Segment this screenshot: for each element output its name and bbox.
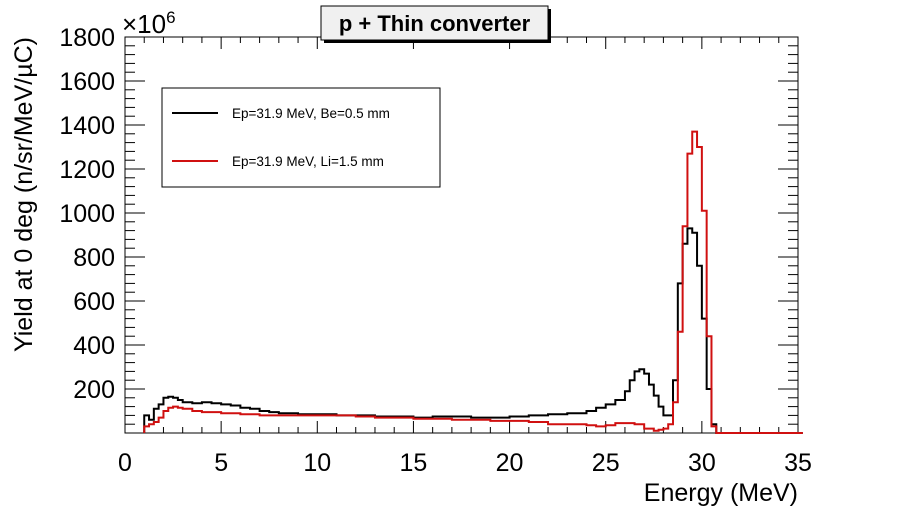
x-tick-label: 35	[784, 449, 812, 477]
x-tick-label: 0	[118, 449, 132, 477]
legend: Ep=31.9 MeV, Be=0.5 mm Ep=31.9 MeV, Li=1…	[161, 87, 441, 188]
x-axis-title: Energy (MeV)	[644, 479, 798, 507]
y-axis: 200 400 600 800 1000 1200 1400 1600 1800	[59, 24, 798, 425]
series-line-0	[143, 227, 803, 434]
chart-title-box: p + Thin converter	[320, 5, 551, 43]
x-tick-label: 25	[592, 449, 620, 477]
y-tick-label: 200	[73, 376, 115, 404]
x-tick-label: 20	[496, 449, 524, 477]
y-tick-label: 1200	[59, 156, 115, 184]
y-tick-label: 1800	[59, 24, 115, 52]
series-line-1	[143, 130, 803, 434]
series-group	[143, 130, 803, 434]
y-multiplier: ×106	[122, 8, 176, 39]
y-tick-label: 1000	[59, 200, 115, 228]
y-axis-title: Yield at 0 deg (n/sr/MeV/µC)	[10, 37, 38, 352]
x-tick-label: 15	[400, 449, 428, 477]
x-tick-label: 30	[688, 449, 716, 477]
chart-title: p + Thin converter	[339, 11, 531, 36]
x-tick-label: 5	[214, 449, 228, 477]
x-axis: 0 5 10 15 20 25 30 35	[118, 37, 812, 477]
y-tick-label: 400	[73, 332, 115, 360]
legend-label-be: Ep=31.9 MeV, Be=0.5 mm	[232, 106, 390, 121]
y-tick-label: 1600	[59, 68, 115, 96]
legend-box	[161, 87, 441, 188]
x-tick-label: 10	[303, 449, 331, 477]
y-tick-label: 600	[73, 288, 115, 316]
legend-label-li: Ep=31.9 MeV, Li=1.5 mm	[232, 154, 384, 169]
y-tick-label: 1400	[59, 112, 115, 140]
y-tick-label: 800	[73, 244, 115, 272]
